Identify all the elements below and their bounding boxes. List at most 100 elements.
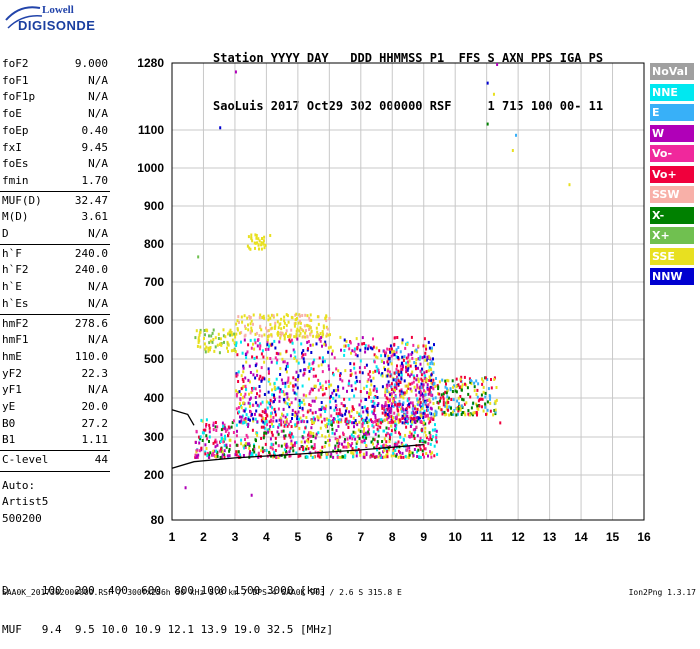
echo-point (330, 452, 333, 456)
echo-point (332, 373, 335, 377)
echo-point (264, 408, 267, 412)
echo-point (362, 418, 365, 422)
echo-point (386, 413, 389, 416)
echo-point (364, 398, 367, 401)
echo-point (220, 343, 223, 347)
echo-point (324, 359, 326, 363)
echo-point (316, 330, 319, 334)
echo-point (291, 408, 294, 412)
echo-point (409, 382, 412, 386)
echo-point (290, 328, 293, 332)
echo-point (235, 332, 238, 336)
echo-point (383, 366, 386, 370)
echo-point (435, 413, 438, 417)
echo-point (295, 441, 298, 445)
echo-point (274, 441, 277, 445)
echo-point (361, 421, 364, 425)
echo-point (410, 335, 413, 339)
echo-point (269, 446, 272, 450)
echo-point (473, 381, 476, 385)
echo-point (394, 403, 396, 407)
echo-point (327, 439, 329, 443)
echo-point (410, 372, 413, 376)
echo-point (286, 413, 289, 417)
echo-point (482, 379, 485, 383)
echo-point (353, 425, 355, 429)
echo-point (337, 424, 340, 428)
echo-point (247, 418, 250, 421)
echo-point (208, 430, 211, 434)
echo-point (462, 398, 465, 402)
echo-point (465, 401, 468, 405)
echo-point (386, 449, 389, 453)
legend-entry: NNE (650, 83, 694, 101)
echo-point (348, 410, 351, 414)
echo-point (297, 420, 300, 424)
echo-point (241, 351, 244, 355)
echo-point (267, 401, 270, 405)
echo-point (282, 414, 285, 418)
echo-point (324, 317, 327, 321)
echo-point (291, 412, 294, 416)
echo-point (325, 404, 328, 408)
echo-point (222, 328, 225, 332)
echo-point (204, 333, 206, 337)
echo-point (447, 379, 450, 383)
echo-point (299, 369, 302, 373)
echo-point (227, 342, 230, 346)
echo-point (344, 419, 347, 423)
echo-point (286, 445, 289, 449)
echo-point (309, 408, 312, 412)
echo-point (514, 133, 517, 137)
echo-point (379, 455, 382, 459)
echo-point (322, 332, 325, 336)
echo-point (235, 389, 238, 393)
echo-point (263, 316, 266, 320)
echo-point (350, 433, 353, 437)
echo-point (359, 450, 361, 454)
echo-point (302, 393, 305, 397)
echo-point (429, 376, 432, 380)
param-label: foF1 (2, 73, 29, 87)
echo-point (347, 344, 350, 347)
echo-point (394, 430, 397, 434)
echo-point (273, 395, 276, 399)
echo-point (414, 411, 417, 415)
echo-point (395, 415, 398, 419)
echo-point (395, 387, 398, 391)
echo-point (385, 453, 388, 457)
echo-point (375, 455, 378, 459)
echo-point (356, 347, 359, 351)
echo-point (294, 397, 297, 401)
echo-point (237, 411, 239, 415)
echo-point (289, 354, 292, 358)
echo-point (292, 435, 295, 439)
echo-point (393, 336, 396, 340)
echo-point (407, 353, 410, 357)
echo-point (196, 448, 199, 452)
echo-point (394, 401, 397, 405)
echo-point (255, 453, 258, 457)
echo-point (455, 413, 458, 417)
echo-point (422, 383, 425, 387)
echo-point (361, 336, 364, 340)
param-row: h`F2 240.0 (2, 262, 108, 278)
echo-point (249, 247, 252, 251)
echo-point (269, 342, 272, 346)
echo-point (300, 400, 303, 404)
echo-point (428, 379, 431, 382)
echo-point (347, 419, 350, 423)
echo-point (430, 455, 433, 459)
echo-point (287, 376, 290, 380)
echo-point (312, 374, 315, 378)
echo-point (353, 421, 355, 425)
echo-point (302, 446, 305, 450)
echo-point (240, 374, 243, 378)
echo-point (390, 385, 393, 389)
echo-point (450, 398, 453, 401)
echo-point (288, 334, 291, 338)
echo-point (300, 440, 303, 444)
echo-point (402, 401, 405, 405)
echo-point (343, 404, 346, 408)
param-value: 278.6 (74, 316, 108, 330)
